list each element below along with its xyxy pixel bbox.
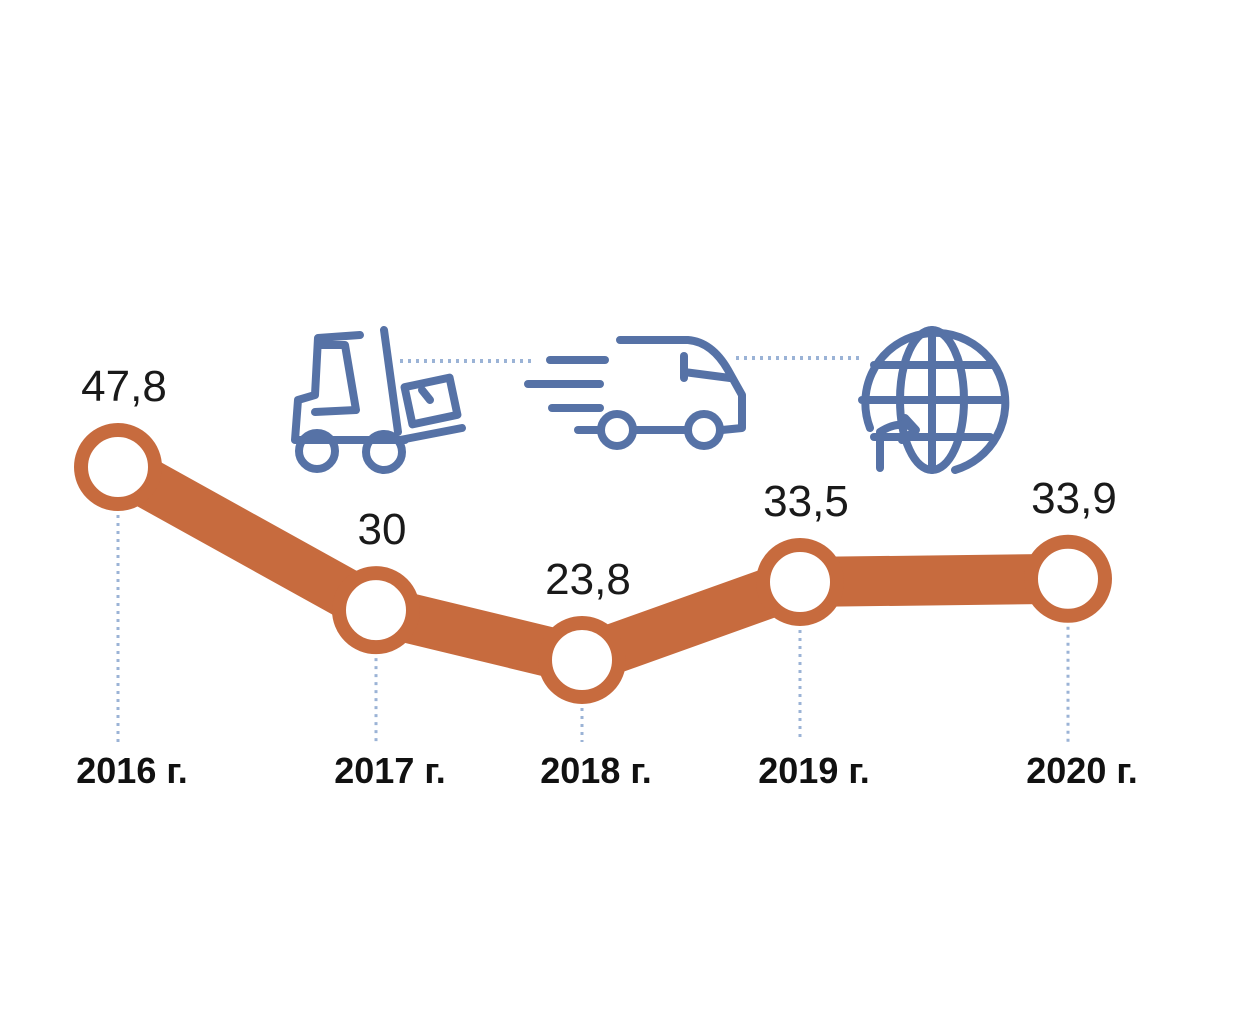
globe-refresh-icon [858, 326, 1010, 474]
data-point-1 [332, 566, 420, 655]
x-guides [116, 507, 1070, 742]
value-labels: 47,8 30 23,8 33,5 33,9 [81, 362, 1117, 604]
x-tick-label: 2018 г. [540, 750, 651, 791]
x-tick-label: 2017 г. [334, 750, 445, 791]
data-point-2 [538, 616, 626, 704]
value-label: 30 [358, 505, 407, 554]
data-point-3 [756, 538, 844, 627]
value-label: 23,8 [545, 555, 631, 604]
value-label: 33,9 [1031, 474, 1117, 523]
x-tick-label: 2019 г. [758, 750, 869, 791]
delivery-van-icon [524, 336, 746, 450]
x-tick-label: 2020 г. [1026, 750, 1137, 791]
data-points [74, 423, 1112, 704]
forklift-icon [291, 326, 466, 474]
x-tick-labels: 2016 г. 2017 г. 2018 г. 2019 г. 2020 г. [76, 750, 1137, 791]
value-label: 33,5 [763, 477, 849, 526]
data-point-4 [1024, 534, 1112, 623]
x-tick-label: 2016 г. [76, 750, 187, 791]
value-label: 47,8 [81, 362, 167, 411]
data-point-0 [74, 423, 162, 512]
